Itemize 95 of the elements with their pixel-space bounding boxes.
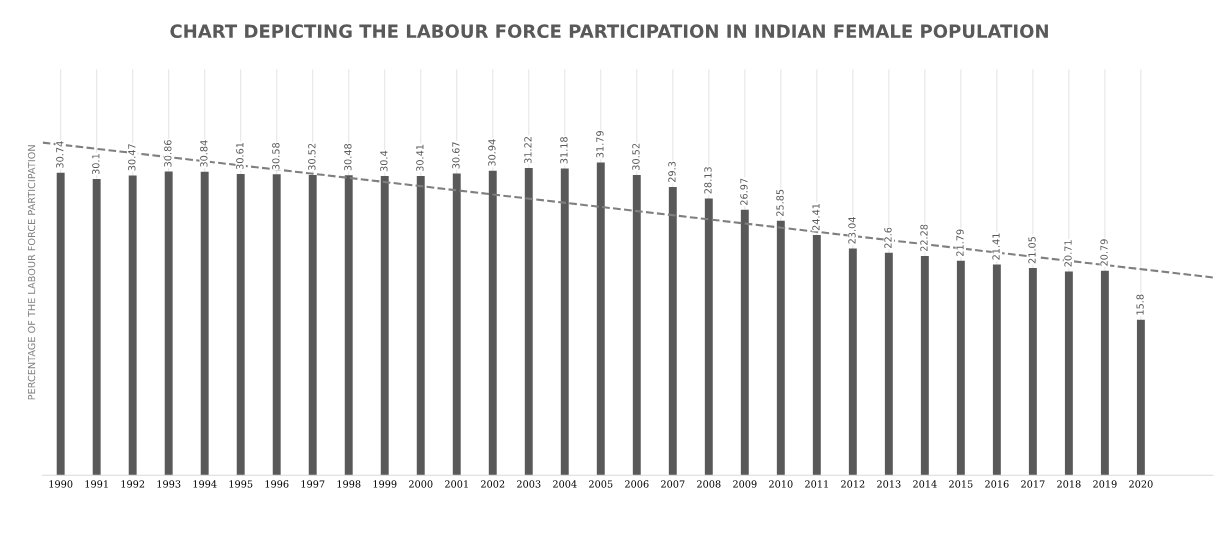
bar	[560, 168, 569, 476]
bar	[668, 186, 677, 476]
x-tick-label: 2015	[949, 480, 973, 488]
bar	[272, 174, 281, 476]
data-label: 22.6	[884, 227, 892, 248]
data-label: 24.41	[812, 203, 820, 231]
data-label: 30.86	[164, 140, 172, 167]
x-tick-label: 2003	[517, 480, 541, 488]
data-label: 30.52	[308, 143, 316, 170]
x-tick-label: 2011	[805, 480, 828, 488]
x-tick-label: 2009	[733, 480, 757, 488]
bar	[596, 162, 605, 476]
x-tick-label: 1998	[337, 480, 361, 488]
bar	[92, 179, 101, 476]
bar	[776, 220, 785, 476]
data-label: 15.8	[1136, 294, 1144, 315]
data-label: 22.28	[920, 224, 928, 252]
bar	[992, 264, 1001, 476]
x-tick-label: 2010	[769, 480, 793, 488]
data-label: 21.05	[1028, 236, 1036, 264]
data-label: 30.41	[416, 144, 424, 172]
bar	[380, 176, 389, 476]
data-label: 20.71	[1064, 240, 1072, 267]
bar	[704, 198, 713, 476]
data-label: 23.04	[848, 217, 856, 244]
data-label: 21.79	[956, 229, 964, 256]
x-tick-label: 1993	[157, 480, 181, 488]
data-label: 30.1	[92, 154, 100, 175]
data-label: 30.47	[128, 144, 136, 171]
data-label: 21.41	[992, 233, 1000, 260]
x-tick-label: 1996	[265, 480, 289, 488]
bar	[56, 172, 65, 476]
bar	[1136, 319, 1145, 476]
bar	[956, 260, 965, 476]
x-tick-label: 2012	[841, 480, 865, 488]
bar	[416, 175, 425, 476]
data-label: 30.58	[272, 142, 280, 170]
x-tick-label: 2013	[877, 480, 901, 488]
data-label: 30.61	[236, 142, 244, 170]
data-label: 30.94	[488, 139, 496, 166]
data-label: 31.18	[560, 137, 568, 164]
x-tick-label: 2004	[553, 480, 577, 488]
data-label: 31.22	[524, 136, 532, 164]
data-label: 25.85	[776, 189, 784, 216]
x-tick-label: 2016	[985, 480, 1009, 488]
x-tick-label: 1997	[301, 480, 325, 488]
x-tick-label: 2001	[445, 480, 468, 488]
bar	[884, 252, 893, 476]
bar	[1064, 271, 1073, 476]
data-label: 30.67	[452, 142, 460, 169]
x-tick-label: 2000	[409, 480, 433, 488]
data-label: 31.79	[596, 131, 604, 158]
x-tick-label: 2019	[1093, 480, 1117, 488]
bar	[632, 174, 641, 476]
bar	[848, 248, 857, 476]
x-tick-label: 1995	[229, 480, 253, 488]
data-label: 30.4	[380, 150, 388, 172]
x-tick-label: 2007	[661, 480, 685, 488]
bar	[1028, 268, 1037, 476]
x-tick-label: 1999	[373, 480, 397, 488]
x-tick-label: 1990	[49, 480, 73, 488]
y-axis-title: PERCENTAGE OF THE LABOUR FORCE PARTICIPATION	[27, 145, 36, 400]
bar	[200, 171, 209, 476]
bar	[452, 173, 461, 476]
x-tick-label: 1991	[85, 480, 108, 488]
data-label: 20.79	[1100, 239, 1108, 266]
data-label: 30.74	[56, 141, 64, 168]
data-label: 29.3	[668, 161, 676, 183]
x-tick-label: 2002	[481, 480, 505, 488]
x-tick-label: 2014	[913, 480, 937, 488]
x-tick-label: 1994	[193, 480, 217, 488]
data-label: 26.97	[740, 178, 748, 205]
bar	[488, 170, 497, 476]
x-tick-label: 2006	[625, 480, 649, 488]
x-tick-label: 2017	[1021, 480, 1045, 488]
x-tick-label: 1992	[121, 480, 145, 488]
bar	[164, 171, 173, 476]
data-label: 30.84	[200, 140, 208, 167]
x-tick-label: 2018	[1057, 480, 1081, 488]
data-label: 30.48	[344, 143, 352, 171]
bar	[344, 175, 353, 476]
data-label: 28.13	[704, 167, 712, 194]
bar	[812, 235, 821, 476]
x-tick-label: 2020	[1129, 480, 1153, 488]
bar	[524, 168, 533, 476]
bar	[236, 174, 245, 476]
data-label: 30.52	[632, 143, 640, 170]
bar	[1100, 270, 1109, 476]
x-tick-label: 2005	[589, 480, 613, 488]
bar	[308, 174, 317, 476]
chart-title: CHART DEPICTING THE LABOUR FORCE PARTICIPATION IN INDIAN FEMALE POPULATION	[170, 24, 1048, 39]
bar	[920, 255, 929, 476]
bar	[128, 175, 137, 476]
x-tick-label: 2008	[697, 480, 721, 488]
bar	[740, 209, 749, 476]
